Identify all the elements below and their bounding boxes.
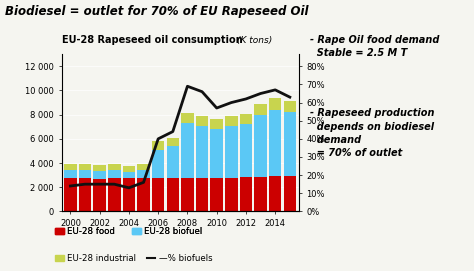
Bar [79, 178, 91, 211]
Bar [269, 110, 282, 176]
Text: (K tons): (K tons) [237, 36, 272, 45]
Bar [137, 170, 150, 178]
Bar [93, 179, 106, 211]
Bar [79, 164, 91, 170]
Bar [240, 177, 252, 211]
Bar [283, 101, 296, 112]
Bar [240, 114, 252, 124]
Bar [152, 150, 164, 178]
Bar [108, 178, 120, 211]
Bar [166, 178, 179, 211]
Bar [64, 170, 77, 178]
Bar [283, 112, 296, 176]
Bar [269, 176, 282, 211]
Bar [210, 120, 223, 129]
Bar [64, 164, 77, 170]
Legend: EU-28 food, EU-28 biofuel: EU-28 food, EU-28 biofuel [52, 224, 206, 240]
Bar [283, 176, 296, 211]
Bar [166, 138, 179, 146]
Bar [166, 146, 179, 178]
Bar [225, 116, 237, 125]
Bar [93, 171, 106, 179]
Bar [64, 178, 77, 211]
Bar [181, 114, 194, 123]
Bar [225, 178, 237, 211]
Text: Biodiesel = outlet for 70% of EU Rapeseed Oil: Biodiesel = outlet for 70% of EU Rapesee… [5, 5, 308, 18]
Bar [255, 177, 267, 211]
Text: EU-28 Rapeseed oil consumption: EU-28 Rapeseed oil consumption [62, 35, 242, 45]
Bar [108, 164, 120, 170]
Bar [196, 125, 208, 178]
Bar [240, 124, 252, 177]
Bar [181, 178, 194, 211]
Bar [196, 178, 208, 211]
Bar [123, 172, 135, 178]
Text: - Rapeseed production
  depends on biodiesel
  demand
  = 70% of outlet: - Rapeseed production depends on biodies… [310, 108, 435, 158]
Bar [255, 115, 267, 177]
Bar [210, 129, 223, 178]
Bar [108, 170, 120, 178]
Bar [181, 123, 194, 178]
Bar [93, 165, 106, 171]
Bar [79, 170, 91, 178]
Bar [152, 141, 164, 150]
Bar [196, 117, 208, 125]
Bar [255, 104, 267, 115]
Bar [269, 98, 282, 110]
Bar [137, 164, 150, 170]
Bar [152, 178, 164, 211]
Bar [123, 166, 135, 172]
Bar [225, 125, 237, 178]
Bar [210, 178, 223, 211]
Legend: EU-28 industrial, —% biofuels: EU-28 industrial, —% biofuels [52, 251, 216, 267]
Bar [137, 178, 150, 211]
Bar [123, 178, 135, 211]
Text: - Rape Oil food demand
  Stable = 2.5 M T: - Rape Oil food demand Stable = 2.5 M T [310, 35, 440, 59]
